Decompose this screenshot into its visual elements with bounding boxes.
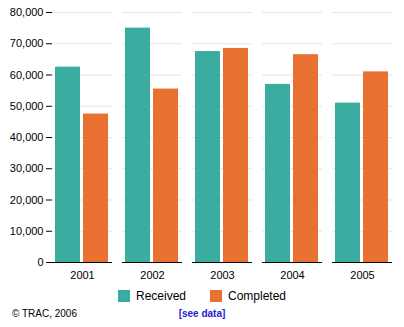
svg-text:2005: 2005 — [350, 269, 374, 281]
svg-text:80,000: 80,000 — [10, 6, 44, 18]
svg-text:2004: 2004 — [280, 269, 304, 281]
svg-text:40,000: 40,000 — [10, 131, 44, 143]
svg-text:60,000: 60,000 — [10, 69, 44, 81]
html-text:[see data]: [see data] — [178, 308, 226, 319]
svg-text:0: 0 — [37, 256, 43, 268]
html-text:Completed: Completed — [228, 289, 286, 303]
svg-text:10,000: 10,000 — [10, 225, 44, 237]
svg-text:50,000: 50,000 — [10, 100, 44, 112]
svg-text:2002: 2002 — [140, 269, 164, 281]
svg-text:70,000: 70,000 — [10, 37, 44, 49]
html-text:Received: Received — [136, 289, 186, 303]
html-text:© TRAC, 2006: © TRAC, 2006 — [12, 308, 77, 319]
svg-text:2003: 2003 — [210, 269, 234, 281]
svg-text:2001: 2001 — [70, 269, 94, 281]
svg-text:20,000: 20,000 — [10, 194, 44, 206]
svg-text:30,000: 30,000 — [10, 162, 44, 174]
